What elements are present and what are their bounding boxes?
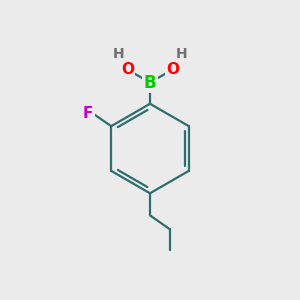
Text: F: F xyxy=(83,106,93,121)
Text: H: H xyxy=(176,47,188,61)
Text: H: H xyxy=(112,47,124,61)
Text: O: O xyxy=(166,62,179,77)
Text: B: B xyxy=(144,74,156,92)
Text: O: O xyxy=(121,62,134,77)
